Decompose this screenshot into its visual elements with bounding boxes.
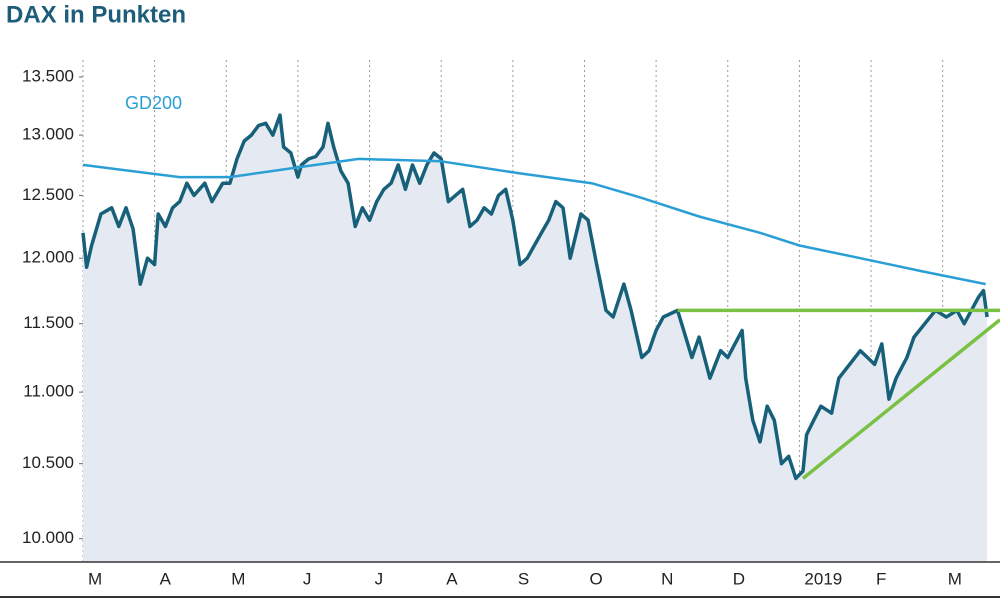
y-tick-label: 11.500 bbox=[23, 313, 74, 332]
x-tick-label: S bbox=[518, 569, 529, 588]
x-tick-label: M bbox=[88, 569, 102, 588]
line bbox=[82, 157, 986, 286]
chart-title: DAX in Punkten bbox=[6, 1, 186, 28]
y-tick-label: 10.000 bbox=[22, 528, 74, 547]
line bbox=[81, 113, 989, 481]
x-tick-label: M bbox=[231, 569, 245, 588]
y-tick-label: 13.000 bbox=[22, 125, 74, 144]
x-tick-label: N bbox=[661, 569, 673, 588]
x-tick-label: M bbox=[948, 569, 962, 588]
x-tick-label: A bbox=[446, 569, 458, 588]
series-label: GD200 bbox=[125, 93, 182, 113]
y-tick-label: 12.500 bbox=[22, 185, 74, 204]
x-tick-label: O bbox=[589, 569, 602, 588]
y-tick-label: 13.500 bbox=[22, 66, 74, 85]
x-tick-label: A bbox=[160, 569, 172, 588]
x-tick-label: J bbox=[303, 569, 312, 588]
area bbox=[83, 115, 988, 562]
line bbox=[801, 318, 1000, 480]
y-tick-label: 12.000 bbox=[22, 248, 74, 267]
x-tick-label: D bbox=[733, 569, 745, 588]
y-tick-label: 11.000 bbox=[23, 382, 74, 401]
x-tick-label: J bbox=[375, 569, 384, 588]
y-tick-label: 10.500 bbox=[22, 453, 74, 472]
x-tick-label: F bbox=[876, 569, 886, 588]
x-tick-label: 2019 bbox=[804, 569, 842, 588]
